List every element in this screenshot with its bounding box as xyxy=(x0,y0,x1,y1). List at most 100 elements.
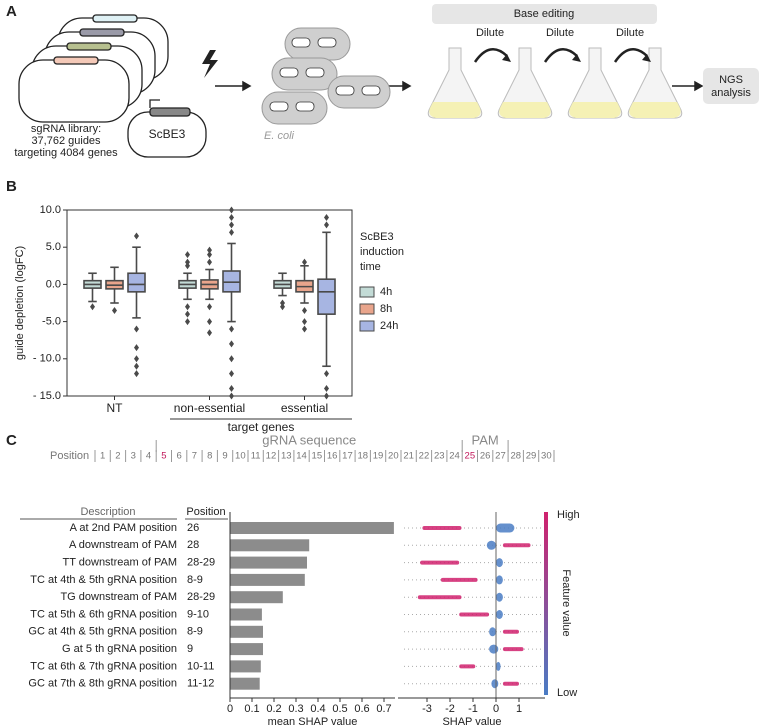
strip-position: 3 xyxy=(131,451,136,462)
row-position: 8-9 xyxy=(187,626,203,638)
colorbar-high: High xyxy=(557,509,580,521)
y-tick-label: -5.0 xyxy=(42,316,61,328)
panel-label: B xyxy=(6,178,17,195)
x-tick-label: 0 xyxy=(493,703,499,715)
bar xyxy=(230,556,307,569)
dilute-arrow xyxy=(473,48,508,63)
x-tick-label: 0.3 xyxy=(288,703,303,715)
outlier xyxy=(185,258,190,266)
legend-swatch xyxy=(359,303,375,315)
cells xyxy=(261,27,391,125)
strip-position: 15 xyxy=(312,451,323,462)
shap-cloud xyxy=(496,661,501,671)
row-description: GC at 7th & 8th gRNA position xyxy=(28,678,177,690)
strip-position: 21 xyxy=(403,451,414,462)
flask-liquid xyxy=(429,102,481,118)
arrows xyxy=(215,80,704,92)
row-position: 9-10 xyxy=(187,608,209,620)
x-tick-label: 0.1 xyxy=(244,703,259,715)
step-label: Dilute xyxy=(546,27,574,39)
colorbar-low: Low xyxy=(557,687,577,699)
outlier xyxy=(229,385,234,393)
bar xyxy=(230,591,283,604)
shap-cloud xyxy=(417,595,462,600)
shap-cloud xyxy=(496,592,503,602)
dilute-arrowhead xyxy=(642,54,651,62)
outlier xyxy=(229,213,234,221)
outlier xyxy=(229,228,234,236)
dilute-arrow xyxy=(613,48,648,63)
colorbar-title: Feature value xyxy=(560,569,572,636)
x-tick-label: non-essential xyxy=(174,401,245,415)
flask xyxy=(567,47,623,119)
strip-position: 28 xyxy=(510,451,521,462)
strip-position: 23 xyxy=(434,451,445,462)
outlier xyxy=(207,303,212,311)
outlier xyxy=(185,318,190,326)
outlier xyxy=(229,370,234,378)
shap-cloud xyxy=(496,523,515,533)
process-label: Base editing xyxy=(514,8,575,20)
bar xyxy=(230,573,305,586)
x-tick-label: 0 xyxy=(227,703,233,715)
dilute-arrowhead xyxy=(572,54,581,62)
x-tick-label: 0.2 xyxy=(266,703,281,715)
flask xyxy=(627,47,683,119)
shap-cloud xyxy=(489,644,499,654)
outlier xyxy=(90,303,95,311)
strip-position: 8 xyxy=(207,451,212,462)
strip-position: 30 xyxy=(541,451,552,462)
legend-label: 4h xyxy=(380,286,392,298)
strip-position: 17 xyxy=(342,451,353,462)
outlier xyxy=(229,221,234,229)
row-description: A at 2nd PAM position xyxy=(70,522,177,534)
shap-cloud xyxy=(440,577,478,582)
readout-label: analysis xyxy=(711,87,751,99)
x-tick-label: 0.6 xyxy=(354,703,369,715)
outlier xyxy=(229,355,234,363)
row-position: 28-29 xyxy=(187,591,215,603)
outlier xyxy=(229,206,234,214)
outlier xyxy=(207,329,212,337)
flask-liquid xyxy=(499,102,551,118)
x-tick-label: -3 xyxy=(422,703,432,715)
x-tick-label: -2 xyxy=(445,703,455,715)
strip-label: Position xyxy=(50,450,89,462)
library-text: sgRNA library: xyxy=(31,123,101,135)
strip-position: 29 xyxy=(526,451,537,462)
outlier xyxy=(324,385,329,393)
shap-cloud xyxy=(502,629,519,634)
row-description: TC at 4th & 5th gRNA position xyxy=(30,574,177,586)
outlier xyxy=(134,355,139,363)
step-label: Dilute xyxy=(616,27,644,39)
bar xyxy=(230,539,310,552)
strip-position: 22 xyxy=(419,451,430,462)
outlier xyxy=(302,306,307,314)
bar xyxy=(230,608,262,621)
y-tick-label: - 10.0 xyxy=(33,353,61,365)
flask xyxy=(497,47,553,119)
shap-cloud xyxy=(491,679,499,689)
dilute-arrowhead xyxy=(502,54,511,62)
outlier xyxy=(185,303,190,311)
row-description: TG downstream of PAM xyxy=(60,591,177,603)
outlier xyxy=(185,251,190,259)
dilute-arrow xyxy=(543,48,578,63)
shap-cloud xyxy=(486,540,496,550)
outlier xyxy=(207,246,212,254)
legend-label: 24h xyxy=(380,320,398,332)
legend-swatch xyxy=(359,320,375,332)
outlier xyxy=(207,251,212,259)
x-tick-label: 1 xyxy=(516,703,522,715)
shap-cloud xyxy=(502,681,519,686)
box xyxy=(317,278,336,315)
outlier xyxy=(324,221,329,229)
panel-label: C xyxy=(6,432,17,449)
region-label: PAM xyxy=(472,432,499,447)
readout-label: NGS xyxy=(719,74,743,86)
column-header: Position xyxy=(186,506,225,518)
row-position: 26 xyxy=(187,522,199,534)
row-position: 10-11 xyxy=(187,660,214,672)
